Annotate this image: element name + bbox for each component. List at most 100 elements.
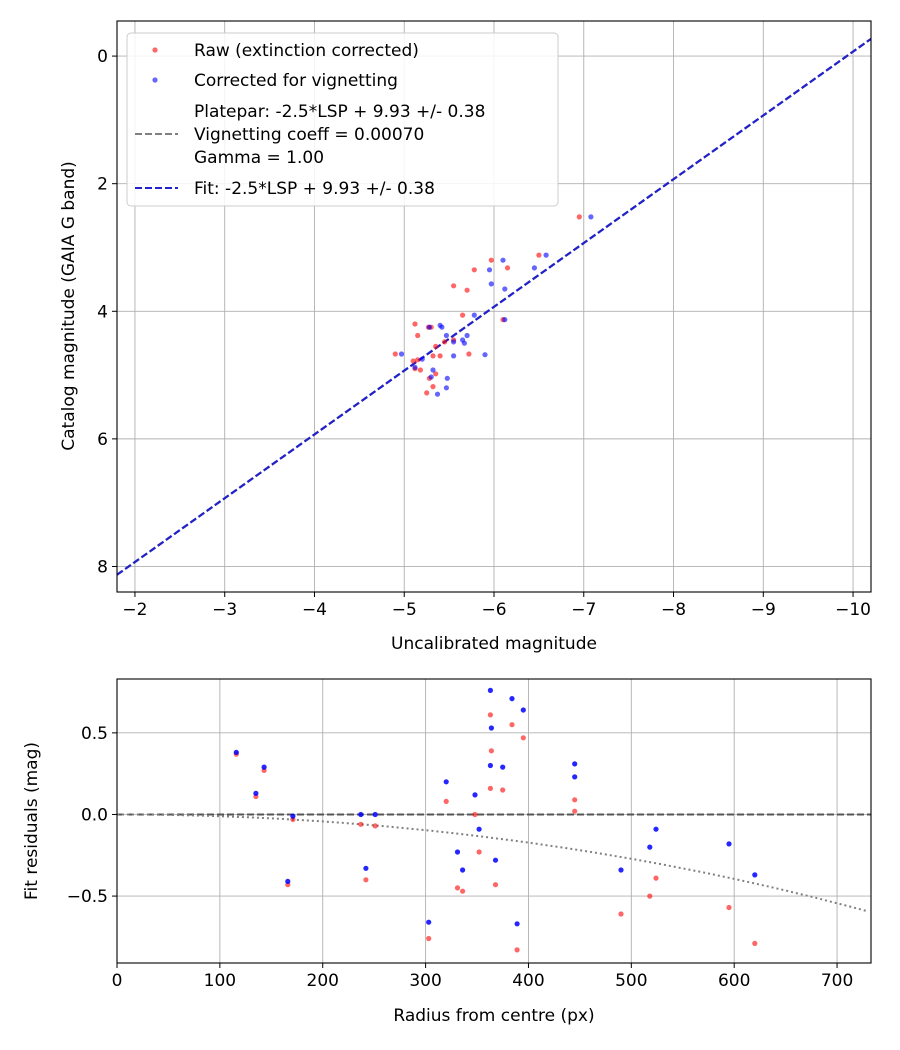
bot-y-tick-label: −0.5 (67, 887, 108, 907)
bot-data-point (460, 888, 466, 894)
bot-x-tick-label: 200 (307, 971, 339, 991)
top-data-point (588, 214, 594, 220)
top-data-point (488, 257, 494, 263)
top-data-point (482, 352, 488, 358)
legend-marker-corrected (152, 77, 158, 83)
legend-label-vignetting: Vignetting coeff = 0.00070 (194, 125, 424, 145)
bottom-x-axis-label: Radius from centre (px) (393, 1006, 594, 1026)
bot-data-point (752, 940, 758, 947)
top-data-point (410, 358, 416, 364)
bot-data-point (454, 885, 461, 891)
top-data-point (486, 267, 493, 273)
legend-label-raw: Raw (extinction corrected) (194, 41, 419, 61)
top-data-point (424, 390, 430, 396)
top-data-point (392, 351, 398, 357)
fit-line-fit (117, 37, 871, 576)
top-x-tick-label: −3 (212, 600, 237, 620)
bottom-grid (116, 679, 871, 963)
bottom-points (233, 687, 758, 953)
top-x-tick-label: −6 (481, 600, 506, 620)
top-x-tick-label: −7 (571, 600, 596, 620)
top-data-point (412, 321, 418, 327)
bot-data-point (492, 882, 499, 888)
bot-data-point (358, 811, 364, 818)
bot-data-point (372, 811, 378, 818)
top-data-point (576, 214, 582, 220)
top-data-point (415, 357, 421, 363)
bot-data-point (476, 849, 482, 855)
top-data-point (488, 281, 494, 287)
bot-data-point (500, 787, 506, 793)
bottom-chart: 0 100 200 300 400 500 600 700 0.5 0.0 −0.5 Radius… (22, 678, 872, 1026)
bot-data-point (487, 785, 493, 792)
bot-data-point (363, 877, 369, 883)
bot-data-point (487, 712, 493, 718)
bot-data-point (647, 893, 653, 899)
top-y-axis-label: Catalog magnitude (GAIA G band) (59, 161, 79, 451)
bot-data-point (488, 748, 494, 754)
bot-data-point (358, 821, 364, 827)
top-data-point (444, 375, 450, 381)
top-y-tick-label: 2 (97, 175, 108, 195)
bot-data-point (653, 826, 659, 832)
bot-data-point (618, 867, 624, 873)
top-data-point (415, 332, 421, 339)
top-data-point (500, 257, 506, 263)
bot-data-point (233, 749, 239, 756)
top-fit-lines (117, 37, 871, 576)
top-data-point (531, 265, 538, 271)
bot-data-point (372, 823, 378, 829)
top-data-point (426, 324, 432, 330)
top-x-tick-label: −8 (661, 600, 686, 620)
top-data-point (437, 353, 443, 359)
top-data-point (502, 317, 508, 323)
bot-data-point (653, 875, 659, 881)
bottom-y-axis-label: Fit residuals (mag) (22, 742, 42, 900)
bot-data-point (253, 790, 259, 796)
top-data-point (461, 340, 467, 346)
top-data-point (412, 364, 418, 370)
bot-data-point (572, 797, 578, 803)
top-data-point (451, 353, 457, 359)
bot-data-point (514, 921, 520, 927)
top-y-tick-label: 4 (97, 302, 108, 322)
bot-data-point (572, 761, 578, 767)
bot-x-tick-label: 400 (512, 971, 544, 991)
top-x-tick-label: −5 (392, 600, 417, 620)
bot-data-point (500, 764, 506, 770)
top-data-point (428, 374, 434, 380)
legend: Raw (extinction corrected) Corrected for… (126, 32, 559, 207)
bottom-y-ticks: 0.5 0.0 −0.5 (67, 724, 117, 907)
top-data-point (433, 343, 439, 349)
top-data-point (430, 367, 436, 373)
top-data-point (451, 283, 457, 289)
top-data-point (419, 356, 425, 362)
legend-label-gamma: Gamma = 1.00 (194, 148, 324, 168)
legend-label-fit: Fit: -2.5*LSP + 9.93 +/- 0.38 (194, 179, 435, 199)
bot-data-point (726, 841, 732, 847)
bot-y-tick-label: 0.0 (81, 805, 108, 825)
bot-data-point (460, 867, 466, 873)
top-x-axis-label: Uncalibrated magnitude (391, 634, 597, 654)
bot-x-tick-label: 100 (204, 971, 236, 991)
top-data-point (430, 384, 436, 390)
bot-data-point (488, 725, 494, 731)
top-data-point (443, 385, 449, 391)
top-data-point (442, 339, 448, 345)
bot-x-tick-label: 300 (409, 971, 441, 991)
top-data-point (417, 367, 423, 373)
bot-x-tick-label: 600 (718, 971, 750, 991)
bot-data-point (520, 707, 526, 713)
top-data-point (471, 312, 477, 318)
top-data-point (471, 267, 477, 273)
bot-data-point (476, 826, 482, 832)
legend-label-corrected: Corrected for vignetting (194, 71, 398, 91)
bot-data-point (509, 722, 515, 728)
top-y-tick-label: 6 (97, 430, 108, 450)
top-data-point (464, 287, 470, 293)
bot-y-tick-label: 0.5 (81, 724, 108, 744)
bot-data-point (285, 878, 291, 885)
top-data-point (460, 312, 466, 318)
bottom-reference-lines (117, 813, 871, 912)
